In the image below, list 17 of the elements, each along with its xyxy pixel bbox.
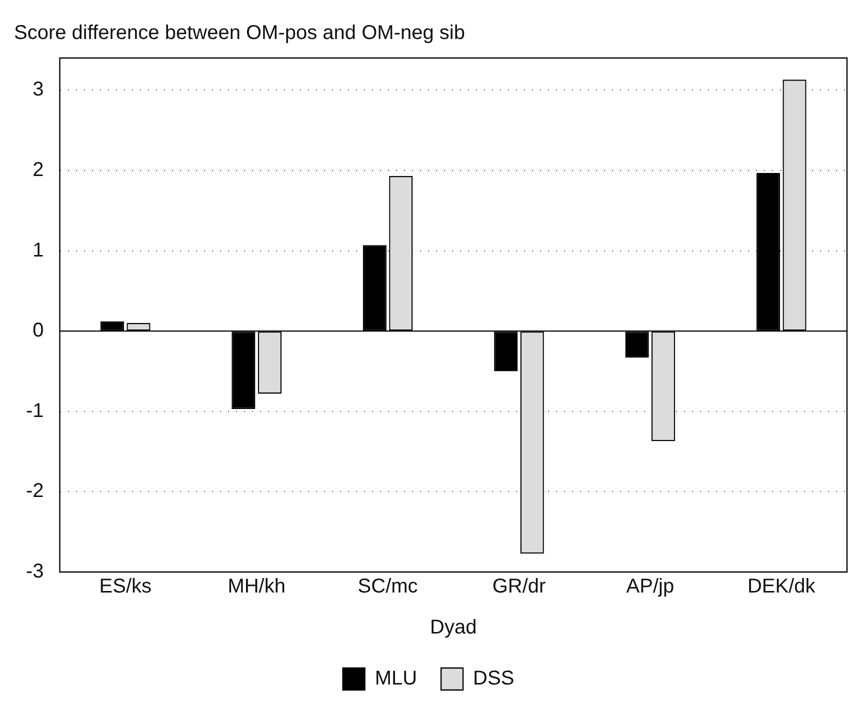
x-tick-label: GR/dr xyxy=(492,576,546,598)
y-tick-label: -3 xyxy=(26,560,44,583)
y-tick-label: -2 xyxy=(26,480,44,502)
legend-label: MLU xyxy=(374,668,418,690)
y-tick-label: 1 xyxy=(32,239,44,262)
x-tick-label: ES/ks xyxy=(99,576,152,598)
y-tick-label: 2 xyxy=(32,158,44,181)
x-axis-title: Dyad xyxy=(430,616,477,639)
x-tick-label: SC/mc xyxy=(358,576,418,598)
y-tick-label: 3 xyxy=(32,78,44,101)
x-tick-label: AP/jp xyxy=(626,576,674,598)
y-tick-label: 0 xyxy=(32,320,44,342)
legend-label: DSS xyxy=(473,668,514,690)
y-tick-label: -1 xyxy=(26,400,44,422)
chart-title: Score difference between OM-pos and OM-neg sib xyxy=(14,22,465,45)
x-tick-label: DEK/dk xyxy=(747,576,816,598)
x-tick-label: MH/kh xyxy=(228,576,286,598)
